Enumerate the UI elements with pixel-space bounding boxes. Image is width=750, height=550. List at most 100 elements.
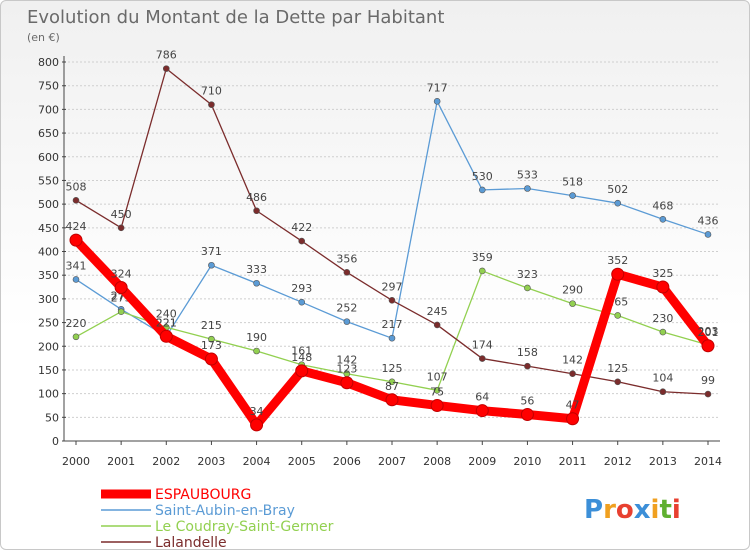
y-tick-label: 500	[38, 198, 59, 211]
data-point	[388, 378, 396, 386]
data-label: 333	[246, 263, 267, 276]
data-point	[566, 412, 580, 426]
data-label: 217	[382, 318, 403, 331]
proxiti-logo: Proxiti	[584, 495, 681, 525]
data-point	[520, 407, 534, 421]
data-label: 371	[201, 245, 222, 258]
data-point	[430, 398, 444, 412]
data-point	[478, 267, 486, 275]
data-point	[433, 321, 441, 329]
data-point	[162, 65, 170, 72]
legend-label: Le Coudray-Saint-Germer	[155, 519, 334, 535]
data-label: 359	[472, 251, 493, 264]
data-label: 161	[291, 345, 312, 358]
data-label: 107	[427, 370, 448, 383]
data-label: 56	[520, 394, 534, 407]
data-point	[614, 199, 622, 207]
series-line	[75, 67, 709, 395]
data-point	[72, 197, 80, 204]
data-label: 486	[246, 191, 267, 204]
x-tick-label: 2008	[423, 455, 451, 468]
y-tick-label: 0	[52, 435, 59, 448]
data-label: 64	[475, 391, 489, 404]
y-tick-label: 750	[38, 80, 59, 93]
data-label: 230	[652, 312, 673, 325]
x-tick-label: 2004	[243, 455, 271, 468]
data-label: 518	[562, 176, 583, 189]
x-tick-label: 2000	[62, 455, 90, 468]
data-point	[208, 335, 215, 343]
data-point	[340, 376, 354, 390]
y-tick-label: 600	[38, 151, 59, 164]
legend-label: ESPAUBOURG	[155, 487, 251, 503]
data-point	[524, 185, 531, 192]
data-label: 142	[562, 354, 583, 367]
data-label: 422	[291, 221, 312, 234]
data-label: 290	[562, 284, 583, 297]
axes: 0 50 100 150 200 250 300 350 400 450 500 550 600 650 7…	[38, 56, 722, 468]
grid	[64, 61, 718, 418]
data-label: 533	[517, 168, 538, 181]
data-point	[524, 284, 531, 292]
data-point	[701, 339, 715, 353]
logo-letter: r	[603, 495, 616, 525]
y-tick-label: 350	[38, 269, 59, 282]
data-point	[704, 231, 712, 238]
x-tick-label: 2010	[513, 455, 541, 468]
data-label: 293	[291, 282, 312, 295]
data-label: 717	[427, 81, 448, 94]
data-point	[117, 308, 125, 315]
data-label: 468	[652, 199, 673, 212]
data-point	[388, 334, 396, 342]
data-label: 710	[201, 85, 222, 98]
legend-label: Lalandelle	[155, 535, 227, 550]
y-tick-label: 450	[38, 222, 59, 235]
data-label: 323	[517, 268, 538, 281]
data-point	[114, 281, 128, 295]
y-tick-label: 400	[38, 246, 59, 259]
data-point	[72, 333, 80, 341]
data-point	[159, 329, 173, 343]
data-point	[524, 362, 531, 370]
data-point	[295, 364, 309, 378]
data-label: 324	[111, 268, 132, 281]
data-label: 240	[156, 307, 177, 320]
data-point	[69, 233, 83, 247]
y-tick-label: 700	[38, 103, 59, 116]
data-point	[388, 296, 396, 304]
x-tick-label: 2014	[694, 455, 722, 468]
data-point	[569, 192, 576, 199]
data-label: 75	[430, 385, 444, 398]
series-espaubourg: 424 324 221 173 34 148 123 87 75 64 56 47 352 325 201	[66, 220, 719, 432]
y-tick-label: 300	[38, 293, 59, 306]
y-tick-label: 100	[38, 388, 59, 401]
data-label: 174	[472, 339, 493, 352]
x-tick-label: 2011	[559, 455, 587, 468]
data-point	[659, 388, 667, 396]
data-label: 142	[336, 354, 357, 367]
data-point	[656, 280, 670, 294]
logo-letter: t	[659, 495, 671, 525]
data-label: 508	[66, 180, 87, 193]
y-tick-label: 800	[38, 56, 59, 69]
y-tick-label: 50	[45, 411, 59, 424]
y-tick-label: 550	[38, 174, 59, 187]
data-point	[569, 300, 576, 307]
data-label: 424	[66, 220, 87, 233]
data-point	[478, 355, 486, 362]
logo-letter: i	[651, 495, 660, 525]
data-point	[433, 98, 441, 105]
data-point	[298, 237, 306, 245]
data-label: 99	[701, 374, 715, 387]
data-point	[253, 347, 260, 355]
y-tick-label: 650	[38, 127, 59, 140]
data-label: 786	[156, 49, 177, 62]
data-label: 502	[607, 183, 628, 196]
chart-subtitle: (en €)	[27, 31, 60, 44]
x-tick-label: 2012	[604, 455, 632, 468]
data-point	[385, 393, 399, 407]
